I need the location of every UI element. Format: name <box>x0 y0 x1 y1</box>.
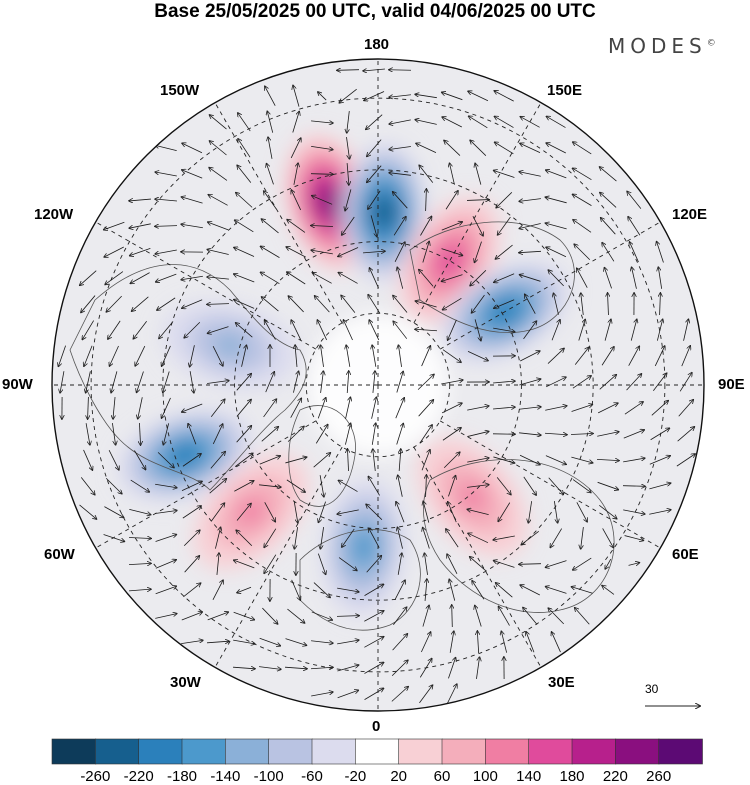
colorbar-tick-label: -60 <box>301 768 323 785</box>
colorbar-swatch <box>269 739 313 764</box>
label-lon-180: 180 <box>364 36 389 54</box>
label-lon-30e: 30E <box>548 674 575 692</box>
label-lon-90e: 90E <box>718 376 745 394</box>
colorbar-swatch <box>442 739 486 764</box>
colorbar-swatch <box>225 739 269 764</box>
colorbar-tick-label: -220 <box>124 768 154 785</box>
label-lon-150e: 150E <box>547 82 582 100</box>
colorbar-swatch <box>659 739 703 764</box>
colorbar-labels: -260 -220 -180 -140 -100 -60 -20 20 60 100 140 180 2… <box>0 768 750 784</box>
colorbar-swatch <box>52 739 96 764</box>
colorbar-swatch <box>572 739 616 764</box>
colorbar-tick-label: 260 <box>646 768 671 785</box>
colorbar-tick-label: -260 <box>80 768 110 785</box>
label-lon-150w: 150W <box>160 82 199 100</box>
reference-vector-label: 30 <box>645 682 658 696</box>
colorbar-tick-label: -180 <box>167 768 197 785</box>
colorbar-swatch <box>355 739 399 764</box>
colorbar-tick-label: -140 <box>210 768 240 785</box>
colorbar-tick-label: 20 <box>390 768 407 785</box>
colorbar-tick-label: 60 <box>434 768 451 785</box>
label-lon-60e: 60E <box>672 546 699 564</box>
colorbar-tick-label: 140 <box>516 768 541 785</box>
label-lon-120w: 120W <box>34 206 73 224</box>
colorbar-tick-label: 180 <box>559 768 584 785</box>
colorbar-swatch <box>399 739 443 764</box>
colorbar-tick-label: 220 <box>603 768 628 785</box>
colorbar-swatch <box>615 739 659 764</box>
colorbar-swatch <box>485 739 529 764</box>
colorbar-swatch <box>312 739 356 764</box>
label-lon-0: 0 <box>372 718 380 736</box>
colorbar-swatch <box>529 739 573 764</box>
colorbar-tick-label: -100 <box>254 768 284 785</box>
label-lon-30w: 30W <box>170 674 201 692</box>
label-lon-120e: 120E <box>672 206 707 224</box>
colorbar-tick-label: 100 <box>473 768 498 785</box>
label-lon-60w: 60W <box>44 546 75 564</box>
label-lon-90w: 90W <box>2 376 33 394</box>
colorbar-swatch <box>139 739 183 764</box>
colorbar-swatch <box>95 739 139 764</box>
colorbar <box>52 739 703 764</box>
colorbar-swatch <box>182 739 226 764</box>
colorbar-tick-label: -20 <box>344 768 366 785</box>
